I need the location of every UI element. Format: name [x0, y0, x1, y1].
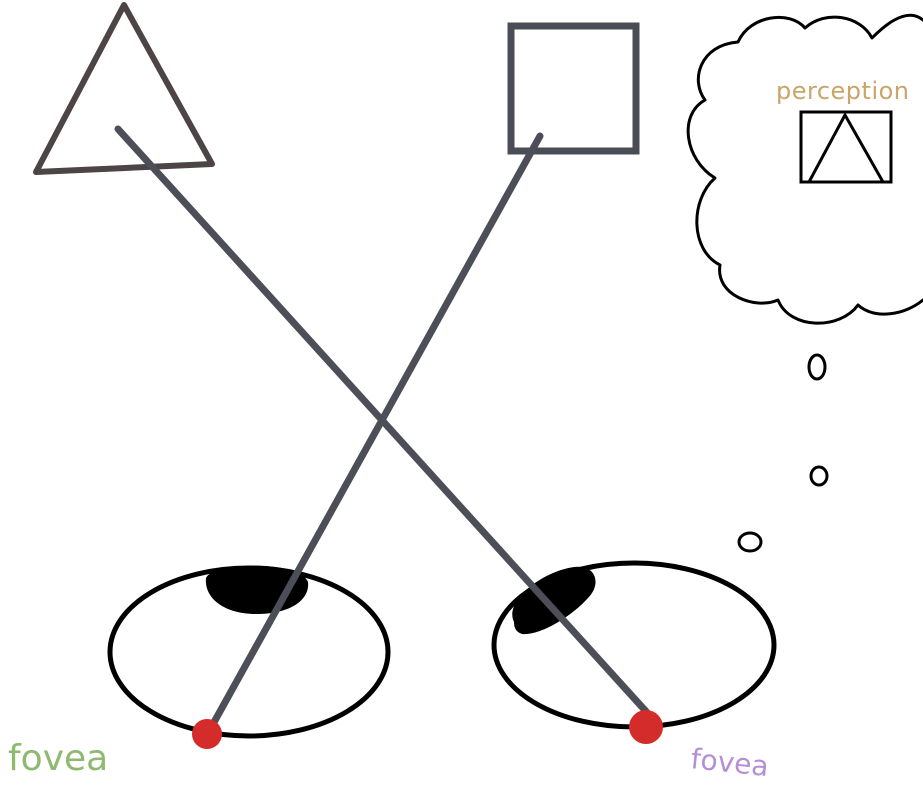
perception-label: perception	[776, 77, 910, 105]
thought-cloud	[686, 13, 923, 325]
fovea-label-right: fovea	[689, 742, 770, 783]
sight-line-triangle	[114, 125, 656, 722]
triangle-object	[33, 2, 215, 175]
sight-line-square	[204, 132, 544, 737]
fovea-dot-left	[192, 719, 222, 749]
fovea-label-left: fovea	[8, 738, 108, 779]
thought-bubble-large	[807, 353, 827, 381]
left-eye-outline	[107, 565, 391, 739]
thought-bubble-medium	[809, 465, 829, 487]
square-object	[507, 22, 640, 155]
perceived-triangle	[807, 113, 885, 184]
right-eye-pupil	[512, 566, 596, 635]
left-eye	[107, 565, 391, 739]
perceived-shape	[799, 110, 893, 184]
thought-bubble-small	[737, 531, 763, 553]
fovea-dot-right	[629, 710, 663, 744]
